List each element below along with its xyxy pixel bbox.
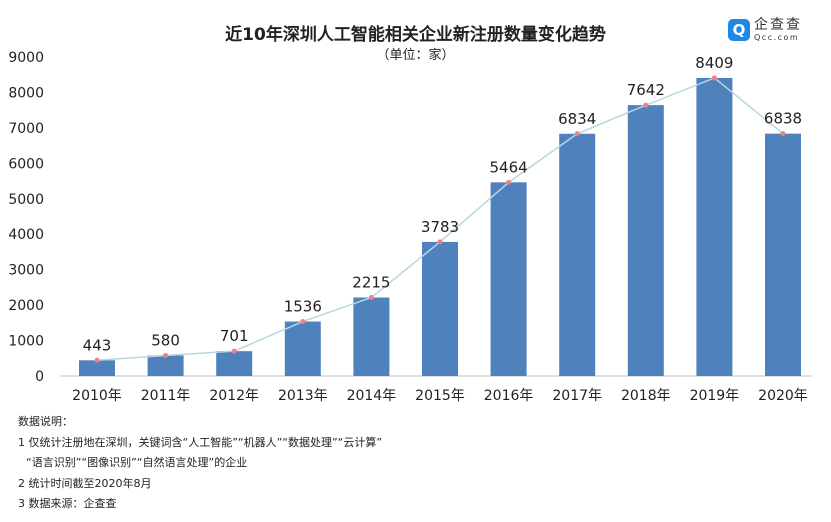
y-tick-label: 7000 (8, 121, 44, 137)
trend-marker (368, 294, 374, 300)
x-tick-label: 2018年 (621, 388, 671, 404)
trend-marker (711, 75, 717, 81)
y-tick-label: 8000 (8, 85, 44, 101)
note-1-continued: “语言识别”“图像识别”“自然语言处理”的企业 (26, 456, 248, 469)
y-tick-label: 0 (35, 369, 44, 385)
data-label: 580 (151, 331, 180, 349)
x-tick-label: 2016年 (484, 388, 534, 404)
qcc-logo: Q 企查查 Qcc.com (728, 18, 802, 42)
x-tick-label: 2014年 (347, 388, 397, 404)
data-label: 6834 (558, 110, 596, 128)
y-tick-label: 9000 (8, 50, 44, 66)
y-tick-label: 5000 (8, 192, 44, 208)
data-label: 443 (83, 336, 112, 354)
trend-marker (643, 102, 649, 108)
logo-en-text: Qcc.com (754, 33, 800, 42)
x-tick-label: 2011年 (141, 388, 191, 404)
note-2: 2 统计时间截至2020年8月 (18, 476, 152, 490)
data-label: 7642 (627, 81, 665, 99)
trend-marker (780, 131, 786, 137)
data-label: 8409 (695, 54, 733, 72)
trend-marker (231, 348, 237, 354)
bar (216, 351, 253, 376)
bar (490, 182, 527, 376)
data-label: 3783 (421, 218, 459, 236)
notes-heading: 数据说明： (18, 415, 73, 428)
bar (422, 241, 458, 376)
data-label: 2215 (352, 273, 390, 291)
bar (627, 105, 664, 377)
trend-marker (163, 352, 169, 358)
trend-marker (94, 357, 100, 363)
x-tick-label: 2010年 (72, 388, 122, 404)
note-3: 3 数据来源：企查查 (18, 497, 117, 510)
x-tick-label: 2013年 (278, 388, 328, 404)
bar (765, 133, 801, 376)
data-label: 1536 (284, 298, 322, 316)
bar (147, 355, 184, 376)
x-tick-label: 2012年 (209, 388, 259, 404)
trend-marker (506, 179, 512, 185)
bar (79, 360, 115, 376)
data-label: 6838 (764, 110, 802, 128)
y-tick-label: 6000 (8, 156, 44, 172)
y-tick-label: 2000 (8, 298, 44, 314)
bar (353, 297, 390, 376)
y-tick-label: 3000 (8, 263, 44, 279)
trend-marker (300, 319, 306, 325)
logo-cn-text: 企查查 (754, 17, 802, 33)
trend-marker (574, 131, 580, 137)
bar (559, 133, 596, 376)
chart-subtitle: （单位：家） (376, 48, 455, 63)
y-tick-label: 4000 (8, 227, 44, 243)
x-tick-label: 2020年 (758, 388, 808, 404)
data-label: 5464 (490, 158, 528, 176)
qcc-logo-icon: Q (728, 19, 750, 41)
y-tick-label: 1000 (8, 334, 44, 350)
trend-marker (437, 239, 443, 245)
data-notes: 数据说明： 1 仅统计注册地在深圳，关键词含“人工智能”“机器人”“数据处理”“… (18, 412, 382, 515)
x-tick-label: 2015年 (415, 388, 465, 404)
bar (696, 77, 733, 377)
x-tick-label: 2019年 (690, 388, 740, 404)
note-1: 1 仅统计注册地在深圳，关键词含“人工智能”“机器人”“数据处理”“云计算” (18, 435, 383, 449)
x-tick-label: 2017年 (552, 388, 602, 404)
data-label: 701 (220, 327, 249, 345)
bar (284, 321, 321, 376)
chart-title: 近10年深圳人工智能相关企业新注册数量变化趋势 (225, 25, 606, 45)
